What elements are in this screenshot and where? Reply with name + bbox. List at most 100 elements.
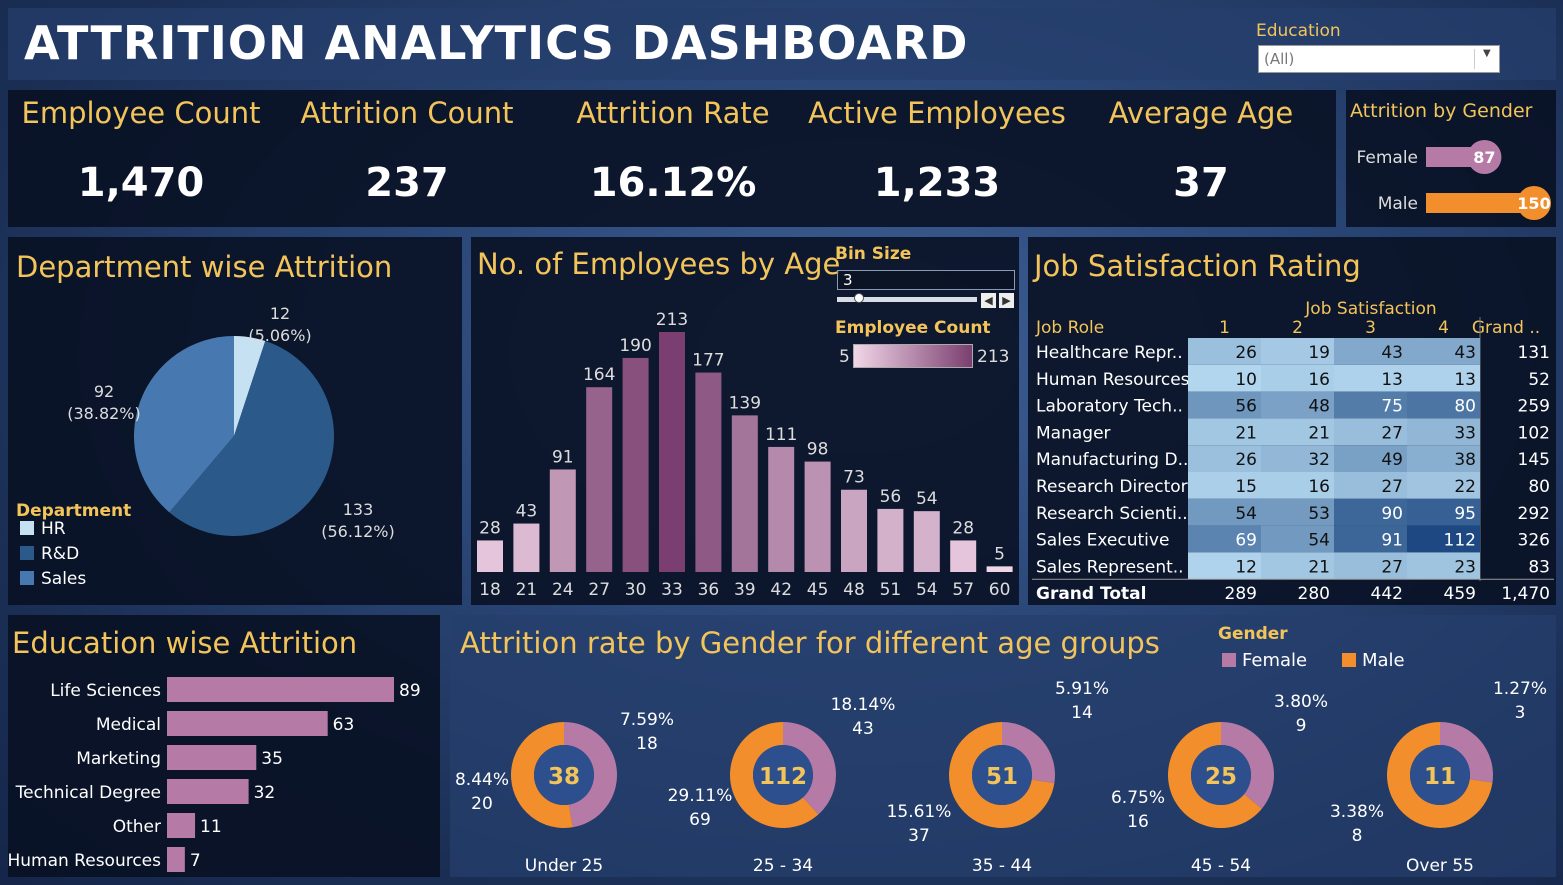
age-bar-value-21: 43 bbox=[516, 502, 538, 522]
heat-cell-0-0 bbox=[1188, 338, 1261, 365]
legend-label-0: HR bbox=[41, 519, 66, 539]
heat-value-0-3: 43 bbox=[1454, 343, 1476, 363]
heat-value-6-2: 90 bbox=[1381, 504, 1403, 524]
gender-chart: Attrition by Gender Female 87 Male 150 bbox=[1350, 100, 1551, 220]
bin-size-label: Bin Size bbox=[835, 244, 912, 264]
heat-cell-1-1 bbox=[1261, 364, 1334, 392]
chevron-left-icon: ◀ bbox=[984, 294, 993, 307]
donut-male-count-2: 37 bbox=[908, 826, 930, 846]
age-bar-57 bbox=[950, 540, 977, 572]
heat-cell-6-2 bbox=[1334, 498, 1407, 526]
bin-decrease-button[interactable]: ◀ bbox=[981, 293, 996, 308]
heat-value-3-3: 33 bbox=[1454, 423, 1476, 443]
age-bar-39 bbox=[731, 415, 758, 572]
job-satisfaction-title: Job Satisfaction Rating bbox=[1034, 249, 1361, 283]
edu-value-0: 89 bbox=[399, 681, 421, 701]
bin-size-slider-handle[interactable] bbox=[854, 293, 864, 303]
bin-size-value: 3 bbox=[843, 271, 853, 289]
heat-value-4-2: 49 bbox=[1381, 450, 1403, 470]
heat-cell-4-2 bbox=[1334, 445, 1407, 472]
heat-value-2-1: 48 bbox=[1308, 397, 1330, 417]
donut-male-count-3: 16 bbox=[1127, 812, 1149, 832]
age-bar-value-36: 177 bbox=[692, 351, 724, 371]
bin-increase-button[interactable]: ▶ bbox=[999, 293, 1014, 308]
row-label-8: Sales Represent.. bbox=[1036, 557, 1184, 577]
age-bar-48 bbox=[841, 489, 867, 572]
heat-cell-7-0 bbox=[1188, 525, 1261, 553]
heat-value-6-3: 95 bbox=[1454, 504, 1476, 524]
heat-value-2-0: 56 bbox=[1235, 397, 1257, 417]
heat-value-2-2: 75 bbox=[1381, 397, 1403, 417]
kpi-average-age-label: Average Age bbox=[1108, 96, 1294, 130]
heat-cell-0-3 bbox=[1407, 338, 1480, 365]
heat-value-7-3: 112 bbox=[1444, 531, 1476, 551]
heat-value-0-1: 19 bbox=[1308, 343, 1330, 363]
age-chart-title: No. of Employees by Age bbox=[477, 247, 841, 281]
grand-total-overall: 1,470 bbox=[1501, 584, 1550, 604]
heat-cell-1-0 bbox=[1188, 364, 1261, 392]
bin-size-slider[interactable] bbox=[837, 297, 977, 302]
age-bar-value-39: 139 bbox=[729, 393, 761, 413]
department-chart-title: Department wise Attrition bbox=[16, 250, 393, 284]
edu-label-1: Medical bbox=[96, 715, 161, 735]
heat-value-4-0: 26 bbox=[1235, 450, 1257, 470]
donut-group-label-1: 25 - 34 bbox=[753, 856, 813, 876]
donut-female-count-1: 43 bbox=[852, 719, 874, 739]
kpi-panel: Employee Count 1,470 Attrition Count 237… bbox=[8, 90, 1336, 227]
donut-female-pct-3: 3.80% bbox=[1274, 692, 1328, 712]
heat-cell-6-3 bbox=[1407, 498, 1480, 526]
gender-bar-end-female bbox=[1467, 140, 1502, 174]
column-header-4: Grand .. bbox=[1472, 318, 1540, 338]
heat-cell-7-2 bbox=[1334, 525, 1407, 553]
heat-cell-3-0 bbox=[1188, 418, 1261, 446]
heat-value-8-0: 12 bbox=[1235, 557, 1257, 577]
heat-value-3-1: 21 bbox=[1308, 423, 1330, 443]
gender-age-title: Attrition rate by Gender for different a… bbox=[460, 626, 1160, 660]
heat-value-8-3: 23 bbox=[1454, 557, 1476, 577]
age-bar-51 bbox=[877, 508, 904, 572]
heat-value-1-2: 13 bbox=[1381, 370, 1403, 390]
age-bar-value-42: 111 bbox=[765, 425, 797, 445]
edu-value-5: 7 bbox=[190, 851, 201, 871]
donut-group-label-4: Over 55 bbox=[1406, 856, 1474, 876]
donut-female-1 bbox=[783, 722, 836, 815]
heat-value-5-2: 27 bbox=[1381, 477, 1403, 497]
donut-total-2: 51 bbox=[986, 764, 1018, 790]
donut-group-label-2: 35 - 44 bbox=[972, 856, 1032, 876]
heat-cell-0-1 bbox=[1261, 338, 1334, 365]
donut-female-pct-2: 5.91% bbox=[1055, 679, 1109, 699]
donut-female-4 bbox=[1440, 722, 1493, 783]
age-bar-value-51: 56 bbox=[880, 487, 902, 507]
grand-total-2: 442 bbox=[1371, 584, 1403, 604]
chevron-down-icon[interactable]: ▼ bbox=[1483, 48, 1491, 59]
heat-cell-4-1 bbox=[1261, 445, 1334, 472]
donut-total-0: 38 bbox=[548, 764, 580, 790]
color-legend-gradient bbox=[853, 344, 973, 368]
heat-value-3-0: 21 bbox=[1235, 423, 1257, 443]
age-bar-33 bbox=[659, 332, 685, 572]
heat-cell-5-0 bbox=[1188, 472, 1261, 499]
pie-slice-sales bbox=[134, 336, 234, 513]
heat-value-6-0: 54 bbox=[1235, 504, 1257, 524]
job-satisfaction-panel: Job Satisfaction Rating Job Satisfaction… bbox=[1028, 237, 1556, 605]
donut-female-0 bbox=[564, 722, 617, 828]
education-filter-dropdown[interactable]: (All) ▼ bbox=[1258, 45, 1500, 73]
age-bar-value-30: 190 bbox=[619, 336, 651, 356]
row-label-6: Research Scienti.. bbox=[1036, 504, 1188, 524]
legend-swatch-0 bbox=[20, 521, 34, 535]
grand-total-1: 280 bbox=[1298, 584, 1330, 604]
kpi-average-age-value: 37 bbox=[1173, 160, 1229, 206]
bin-size-input[interactable]: 3 bbox=[837, 270, 1015, 290]
row-total-4: 145 bbox=[1518, 450, 1550, 470]
heat-cell-2-0 bbox=[1188, 391, 1261, 419]
gender-label-female: Female bbox=[1357, 148, 1418, 168]
donut-group-label-3: 45 - 54 bbox=[1191, 856, 1251, 876]
column-group-header: Job Satisfaction bbox=[1304, 299, 1436, 319]
age-bar-36 bbox=[695, 372, 722, 572]
edu-value-1: 63 bbox=[333, 715, 355, 735]
heat-value-2-3: 80 bbox=[1454, 397, 1476, 417]
pie-slice-rd bbox=[169, 341, 334, 536]
age-bar-value-18: 28 bbox=[479, 518, 501, 538]
kpi-employee-count-value: 1,470 bbox=[77, 160, 205, 206]
edu-bar-5 bbox=[167, 847, 185, 872]
